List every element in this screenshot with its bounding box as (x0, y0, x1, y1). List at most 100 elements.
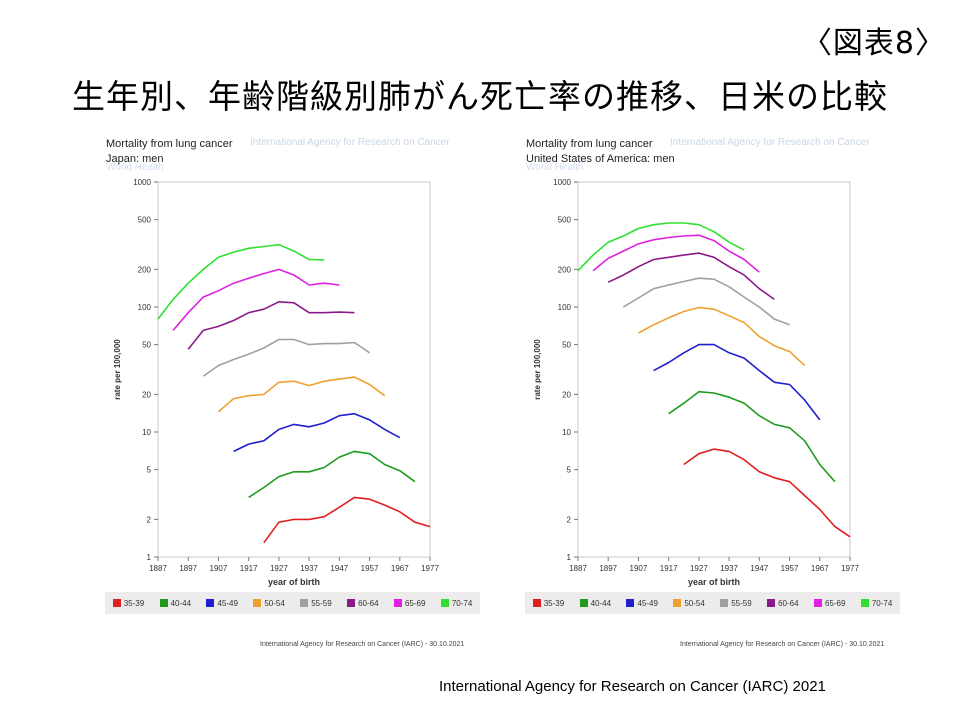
legend-swatch (300, 599, 309, 607)
legend-item-45-49: 45-49 (626, 599, 658, 608)
legend-item-70-74: 70-74 (440, 598, 473, 608)
series-line-60-64 (607, 252, 775, 301)
chart-panel-usa: 1887 1897 1907 1917 1927 1937 1947 1957 1967 1977… (520, 135, 900, 655)
x-tick-label: 1957 (781, 564, 799, 573)
y-tick-label: 5 (147, 466, 152, 475)
legend-label: 50-54 (264, 598, 285, 608)
legend-item-60-64: 60-64 (767, 598, 799, 608)
y-tick-label: 100 (138, 303, 152, 312)
legend-swatch (673, 599, 682, 607)
legend-label: 40-44 (170, 598, 192, 608)
legend-item-70-74: 70-74 (860, 598, 893, 608)
x-axis-label: year of birth (268, 577, 320, 587)
chart-panel-japan: 1887 1897 1907 1917 1927 1937 1947 1957 1967 1977… (100, 135, 480, 655)
legend-swatch (626, 599, 635, 607)
y-axis-label: rate per 100,000 (533, 339, 542, 400)
y-axis-label: rate per 100,000 (113, 339, 122, 400)
series-line-65-69 (592, 234, 760, 273)
legend-swatch (860, 599, 869, 607)
chart-watermark: International Agency for Research on Can… (670, 137, 870, 148)
x-axis-label: year of birth (688, 577, 740, 587)
x-tick-label: 1947 (330, 564, 348, 573)
series-line-45-49 (653, 343, 821, 421)
legend-item-65-69: 65-69 (393, 599, 425, 608)
y-tick-label: 1000 (133, 178, 151, 187)
y-tick-label: 100 (558, 303, 572, 312)
legend-label: 60-64 (778, 598, 799, 608)
legend-label: 55-59 (311, 598, 332, 608)
legend-item-40-44: 40-44 (159, 598, 192, 608)
chart-legend: 35-39 40-44 45-49 50-54 55-59 60-64 65-69 70-74 (525, 592, 900, 614)
x-tick-label: 1977 (421, 564, 439, 573)
slide-title: 生年別、年齢階級別肺がん死亡率の推移、日米の比較 (72, 77, 888, 116)
legend-swatch (579, 599, 588, 607)
chart-watermark: International Agency for Research on Can… (250, 137, 450, 148)
y-tick-label: 20 (562, 390, 571, 399)
legend-label: 70-74 (871, 598, 893, 608)
chart-usa-svg: 1887 1897 1907 1917 1927 1937 1947 1957 1967 1977… (533, 178, 859, 587)
legend-swatch (347, 599, 356, 607)
legend-label: 45-49 (217, 598, 238, 608)
y-tick-label: 10 (562, 428, 571, 437)
y-tick-label: 50 (562, 341, 571, 350)
legend-label: 70-74 (451, 598, 473, 608)
series-line-55-59 (622, 277, 790, 326)
legend-swatch (206, 599, 215, 607)
x-tick-label: 1887 (569, 564, 587, 573)
legend-swatch (112, 599, 121, 607)
x-tick-label: 1897 (179, 564, 197, 573)
chart-japan-svg: 1887 1897 1907 1917 1927 1937 1947 1957 1967 1977… (113, 178, 439, 587)
series-line-60-64 (187, 301, 355, 350)
y-tick-label: 500 (138, 216, 152, 225)
series-line-45-49 (233, 412, 401, 453)
y-tick-label: 2 (567, 515, 572, 524)
x-tick-label: 1887 (149, 564, 167, 573)
series-line-40-44 (248, 450, 416, 499)
series-line-35-39 (683, 448, 851, 538)
x-tick-label: 1927 (270, 564, 288, 573)
chart-credit: International Agency for Research on Can… (260, 641, 465, 648)
legend-label: 55-59 (731, 598, 752, 608)
x-tick-label: 1917 (660, 564, 678, 573)
x-tick-label: 1977 (841, 564, 859, 573)
legend-item-50-54: 50-54 (253, 598, 285, 608)
legend-label: 50-54 (684, 598, 705, 608)
y-tick-label: 1000 (553, 178, 571, 187)
x-tick-label: 1907 (210, 564, 228, 573)
x-tick-label: 1897 (599, 564, 617, 573)
y-tick-label: 5 (567, 466, 572, 475)
series-line-55-59 (202, 338, 371, 377)
series-line-65-69 (172, 268, 340, 331)
x-tick-label: 1947 (750, 564, 768, 573)
legend-item-55-59: 55-59 (300, 598, 332, 608)
chart-subtitle: United States of America: men (526, 153, 675, 165)
legend-swatch (720, 599, 729, 607)
figure-label: 〈図表8〉 (801, 26, 946, 61)
plot-area (157, 181, 431, 558)
x-tick-label: 1907 (630, 564, 648, 573)
chart-title: Mortality from lung cancer (106, 138, 233, 150)
legend-item-65-69: 65-69 (813, 599, 845, 608)
legend-item-60-64: 60-64 (347, 598, 379, 608)
legend-label: 60-64 (358, 598, 379, 608)
legend-item-35-39: 35-39 (532, 598, 565, 608)
chart-watermark-2: World Health (106, 162, 164, 173)
legend-item-50-54: 50-54 (673, 598, 705, 608)
chart-title: Mortality from lung cancer (526, 138, 653, 150)
legend-item-40-44: 40-44 (579, 599, 611, 608)
y-tick-label: 1 (567, 553, 572, 562)
chart-legend: 35-39 40-44 45-49 50-54 55-59 60-64 65-69 70-74 (105, 592, 480, 614)
chart-subtitle: Japan: men (106, 153, 164, 165)
series-line-35-39 (263, 496, 431, 544)
legend-swatch (767, 599, 776, 607)
x-tick-label: 1927 (690, 564, 708, 573)
legend-swatch (440, 599, 449, 607)
y-tick-label: 200 (558, 265, 572, 274)
x-tick-label: 1937 (300, 564, 318, 573)
y-tick-label: 50 (142, 341, 151, 350)
legend-swatch (532, 599, 541, 607)
x-tick-label: 1957 (361, 564, 379, 573)
legend-label: 35-39 (543, 598, 565, 608)
x-tick-label: 1917 (240, 564, 258, 573)
y-tick-label: 1 (147, 553, 152, 562)
